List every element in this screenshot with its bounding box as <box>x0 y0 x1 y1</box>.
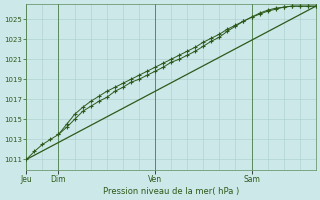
X-axis label: Pression niveau de la mer( hPa ): Pression niveau de la mer( hPa ) <box>103 187 239 196</box>
